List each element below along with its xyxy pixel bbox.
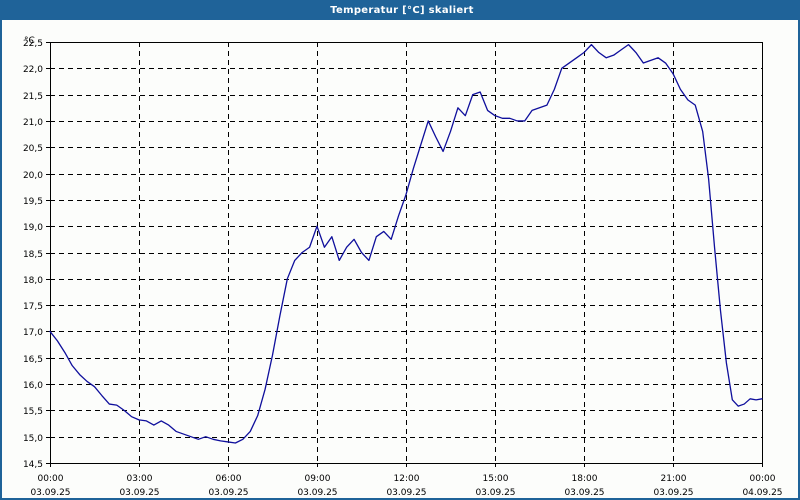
x-tick-date-label: 03.09.25 bbox=[653, 488, 693, 498]
y-tick-label: 22,5 bbox=[23, 39, 43, 49]
x-tick-date-label: 04.09.25 bbox=[742, 488, 782, 498]
y-tick-label: 20,5 bbox=[23, 144, 43, 154]
y-tick-label: 16,0 bbox=[23, 381, 43, 391]
y-tick-label: 21,5 bbox=[23, 92, 43, 102]
x-tick-time-label: 03:00 bbox=[127, 474, 153, 484]
x-tick-time-label: 00:00 bbox=[750, 474, 776, 484]
y-tick-label: 19,5 bbox=[23, 197, 43, 207]
y-tick-label: 15,0 bbox=[23, 434, 43, 444]
x-tick-time-label: 21:00 bbox=[661, 474, 687, 484]
x-tick-date-label: 03.09.25 bbox=[297, 488, 337, 498]
plot-frame bbox=[50, 42, 763, 464]
x-tick-date-label: 03.09.25 bbox=[564, 488, 604, 498]
y-tick-label: 19,0 bbox=[23, 223, 43, 233]
gridlines bbox=[50, 42, 762, 463]
x-tick-date-label: 03.09.25 bbox=[386, 488, 426, 498]
y-tick-label: 18,5 bbox=[23, 250, 43, 260]
chart-plot-area: 22,5 22,0 21,5 21,0 20,5 20,0 19,5 19,0 18,5 18,0… bbox=[2, 20, 798, 498]
y-tick-label: 17,5 bbox=[23, 302, 43, 312]
y-axis-labels: 22,5 22,0 21,5 21,0 20,5 20,0 19,5 19,0 18,5 18,0… bbox=[23, 39, 43, 470]
window-title: Temperatur [°C] skaliert bbox=[2, 2, 798, 20]
x-tick-time-label: 09:00 bbox=[305, 474, 331, 484]
y-tick-label: 18,0 bbox=[23, 276, 43, 286]
x-tick-time-label: 15:00 bbox=[483, 474, 509, 484]
temperature-line bbox=[49, 43, 763, 444]
y-tick-label: 22,0 bbox=[23, 65, 43, 75]
y-tick-label: 16,5 bbox=[23, 355, 43, 365]
x-tick-date-label: 03.09.25 bbox=[119, 488, 159, 498]
x-tick-time-label: 06:00 bbox=[216, 474, 242, 484]
x-tick-date-label: 03.09.25 bbox=[208, 488, 248, 498]
x-tick-time-label: 00:00 bbox=[38, 474, 64, 484]
axis-ticks bbox=[46, 42, 763, 467]
x-tick-time-label: 12:00 bbox=[394, 474, 420, 484]
y-tick-label: 21,0 bbox=[23, 118, 43, 128]
x-tick-time-label: 18:00 bbox=[572, 474, 598, 484]
y-tick-label: 17,0 bbox=[23, 328, 43, 338]
data-series bbox=[49, 43, 763, 444]
x-axis-labels: 00:00 03.09.25 03:00 03.09.25 06:00 03.09.25 0… bbox=[30, 474, 782, 498]
y-tick-label: 14,5 bbox=[23, 460, 43, 470]
temperature-line-chart: 22,5 22,0 21,5 21,0 20,5 20,0 19,5 19,0 18,5 18,0… bbox=[23, 39, 783, 498]
y-tick-label: 20,0 bbox=[23, 171, 43, 181]
x-tick-date-label: 03.09.25 bbox=[475, 488, 515, 498]
y-axis-unit-label: °C bbox=[24, 36, 35, 46]
x-tick-date-label: 03.09.25 bbox=[30, 488, 70, 498]
y-tick-label: 15,5 bbox=[23, 407, 43, 417]
